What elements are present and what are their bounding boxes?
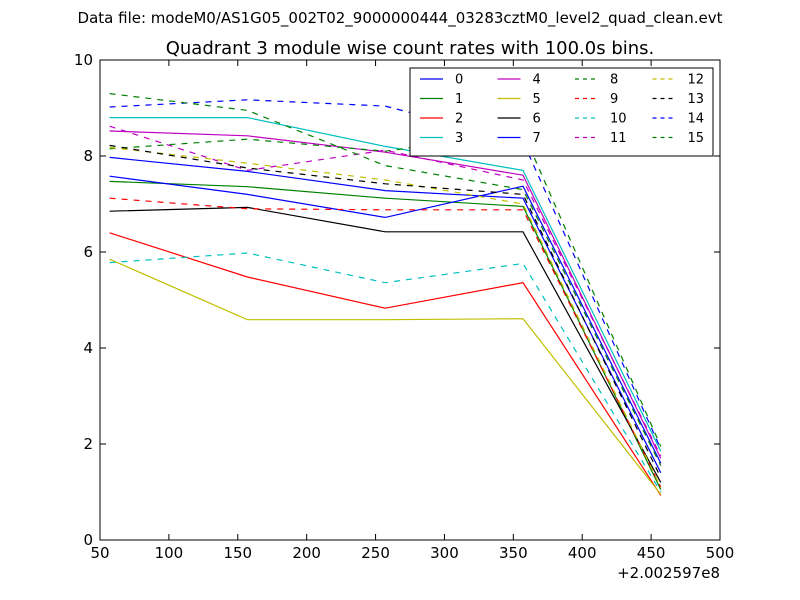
y-tick-label: 0 [83, 531, 93, 549]
x-tick-label: 100 [155, 544, 184, 562]
legend-label: 8 [610, 73, 618, 88]
legend-label: 0 [455, 73, 463, 88]
x-tick-label: 450 [637, 544, 666, 562]
y-tick-label: 4 [83, 339, 93, 357]
series-2-line [109, 232, 662, 496]
legend-label: 9 [610, 92, 618, 107]
legend-label: 6 [533, 112, 541, 127]
legend-label: 11 [610, 131, 627, 146]
series-3-line [109, 116, 662, 452]
legend-label: 3 [455, 131, 463, 146]
x-tick-label: 200 [292, 544, 321, 562]
series-4-line [109, 130, 662, 459]
series-6-line [109, 206, 662, 483]
x-tick-label: 150 [223, 544, 252, 562]
legend-label: 4 [533, 73, 541, 88]
series-10-line [109, 252, 662, 493]
x-tick-label: 250 [361, 544, 390, 562]
legend-label: 5 [533, 92, 541, 107]
x-tick-label: 50 [90, 544, 109, 562]
y-tick-label: 6 [83, 243, 93, 261]
plot-lines [109, 93, 662, 496]
legend-label: 14 [688, 112, 705, 127]
legend-label: 10 [610, 112, 627, 127]
legend-label: 7 [533, 131, 541, 146]
chart-suptitle: Data file: modeM0/AS1G05_002T02_90000004… [78, 9, 723, 28]
y-tick-label: 10 [74, 51, 93, 69]
series-0-line [109, 156, 662, 474]
series-14-line [109, 99, 662, 450]
x-tick-label: 400 [568, 544, 597, 562]
series-8-line [109, 131, 662, 447]
series-9-line [109, 197, 662, 488]
series-12-line [109, 146, 662, 488]
chart-title: Quadrant 3 module wise count rates with … [166, 38, 655, 59]
x-offset-label: +2.002597e8 [617, 564, 720, 582]
legend-label: 15 [688, 131, 705, 146]
x-tick-label: 300 [430, 544, 459, 562]
legend-label: 2 [455, 112, 463, 127]
x-tick-label: 500 [706, 544, 735, 562]
series-13-line [109, 144, 662, 478]
legend-box [409, 67, 714, 157]
x-tick-label: 350 [499, 544, 528, 562]
legend-label: 1 [455, 92, 463, 107]
plot-frame [99, 59, 721, 541]
series-7-line [109, 175, 662, 464]
legend-label: 12 [688, 73, 705, 88]
legend-label: 13 [688, 92, 705, 107]
series-5-line [109, 258, 662, 495]
y-tick-label: 2 [83, 435, 93, 453]
y-tick-label: 8 [83, 147, 93, 165]
series-15-line [109, 93, 662, 466]
series-1-line [109, 180, 662, 490]
series-11-line [109, 125, 662, 457]
